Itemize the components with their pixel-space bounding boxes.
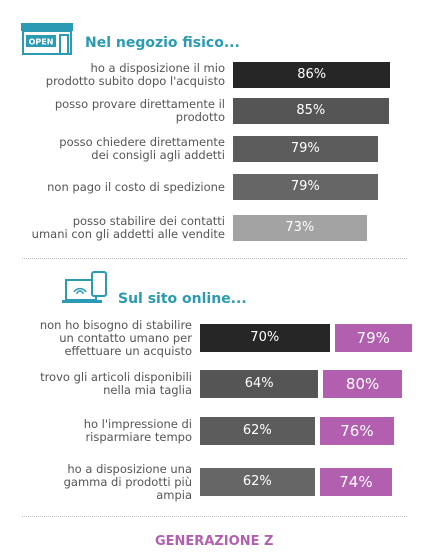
bar bbox=[323, 370, 402, 398]
value-label: 79% bbox=[356, 329, 390, 347]
category-label: posso provare direttamente il prodotto bbox=[54, 97, 225, 124]
category-label: trovo gli articoli disponibili nella mia… bbox=[40, 370, 192, 397]
category-label: posso chiedere direttamente dei consigli… bbox=[59, 135, 225, 162]
category-label: ho a disposizione il mio prodotto subito… bbox=[45, 61, 225, 88]
category-label: ho a disposizione una gamma di prodotti … bbox=[63, 461, 192, 502]
bar bbox=[233, 215, 367, 241]
value-label: 80% bbox=[345, 375, 380, 393]
value-label: 76% bbox=[340, 422, 374, 440]
legend-entry: GENERAZIONE Z bbox=[155, 534, 274, 549]
bar bbox=[233, 174, 378, 200]
value-label: 70% bbox=[250, 330, 280, 345]
category-label: ho l'impressione di risparmiare tempo bbox=[83, 417, 192, 444]
bar bbox=[319, 468, 393, 496]
bar bbox=[200, 370, 319, 398]
value-label: 64% bbox=[244, 376, 274, 391]
category-label: non ho bisogno di stabilire un contatto … bbox=[39, 317, 192, 358]
bar bbox=[233, 98, 389, 124]
devices-icon bbox=[62, 271, 107, 303]
bar bbox=[200, 324, 330, 352]
category-label: non pago il costo di spedizione bbox=[47, 179, 225, 194]
bar bbox=[319, 417, 395, 445]
separator bbox=[22, 258, 407, 259]
value-label: 86% bbox=[297, 67, 327, 82]
chart-title: Sul sito online... bbox=[118, 291, 247, 307]
bar bbox=[200, 468, 315, 496]
bar bbox=[233, 136, 378, 162]
value-label: 79% bbox=[290, 141, 320, 156]
value-label: 85% bbox=[296, 103, 326, 118]
shop-icon: OPEN bbox=[21, 23, 73, 55]
value-label: 62% bbox=[242, 474, 272, 489]
category-label: posso stabilire dei contatti umani con g… bbox=[31, 214, 225, 241]
value-label: 73% bbox=[285, 220, 315, 235]
value-label: 74% bbox=[339, 473, 373, 491]
bar bbox=[233, 62, 391, 88]
bar bbox=[334, 324, 412, 352]
value-label: 62% bbox=[242, 423, 272, 438]
value-label: 79% bbox=[290, 179, 320, 194]
svg-text:OPEN: OPEN bbox=[29, 38, 54, 47]
bar bbox=[200, 417, 315, 445]
separator bbox=[22, 516, 407, 517]
chart-title: Nel negozio fisico... bbox=[85, 35, 240, 51]
